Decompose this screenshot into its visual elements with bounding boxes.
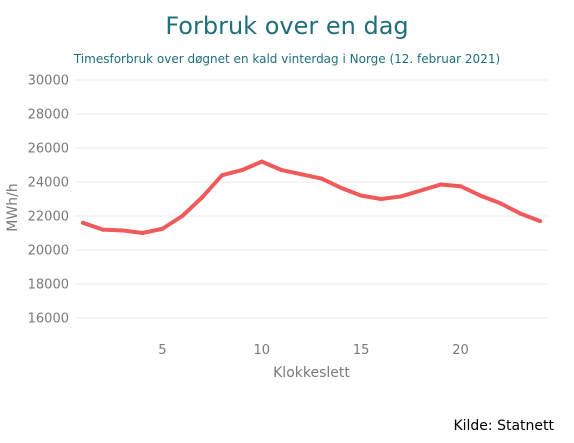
data-point xyxy=(160,226,165,231)
y-tick-label: 24000 xyxy=(28,176,69,191)
data-point xyxy=(80,220,85,225)
gridlines xyxy=(75,79,548,319)
data-point xyxy=(498,201,503,206)
data-point xyxy=(438,182,443,187)
data-point xyxy=(379,197,384,201)
data-point xyxy=(339,185,344,190)
data-point xyxy=(478,193,483,198)
data-point xyxy=(200,195,205,200)
data-point xyxy=(518,211,523,216)
data-point xyxy=(259,159,264,164)
x-tick-label: 15 xyxy=(353,343,370,358)
data-point xyxy=(239,168,244,173)
y-tick-label: 22000 xyxy=(28,210,69,225)
data-point xyxy=(319,176,324,181)
y-axis-ticks: 16000 18000 20000 22000 24000 26000 28000 30000 xyxy=(28,74,69,327)
y-tick-label: 26000 xyxy=(28,142,69,157)
data-point xyxy=(458,184,463,189)
y-tick-label: 28000 xyxy=(28,108,69,123)
chart-subtitle: Timesforbruk over døgnet en kald vinterd… xyxy=(73,52,501,66)
series-line xyxy=(80,159,543,235)
data-point xyxy=(398,194,403,199)
series-lines xyxy=(80,159,543,235)
data-point xyxy=(279,168,284,173)
y-tick-label: 16000 xyxy=(28,312,69,327)
y-axis-title: MWh/h xyxy=(5,183,21,231)
x-tick-label: 5 xyxy=(158,343,166,358)
y-tick-label: 18000 xyxy=(28,278,69,293)
data-point xyxy=(538,219,543,224)
data-point xyxy=(180,214,185,218)
x-tick-label: 20 xyxy=(452,343,469,358)
data-point xyxy=(220,173,225,178)
x-axis-title: Klokkeslett xyxy=(273,365,350,381)
chart-title: Forbruk over en dag xyxy=(165,12,409,40)
data-point xyxy=(100,227,105,232)
data-point xyxy=(359,193,364,198)
y-tick-label: 20000 xyxy=(28,244,69,259)
data-point xyxy=(120,228,125,233)
data-point xyxy=(140,231,145,235)
source-label: Kilde: Statnett xyxy=(453,418,554,434)
data-point xyxy=(299,172,304,177)
x-axis-ticks: 5 10 15 20 xyxy=(158,343,469,358)
y-tick-label: 30000 xyxy=(28,74,69,89)
x-tick-label: 10 xyxy=(254,343,271,358)
data-point xyxy=(418,188,423,193)
